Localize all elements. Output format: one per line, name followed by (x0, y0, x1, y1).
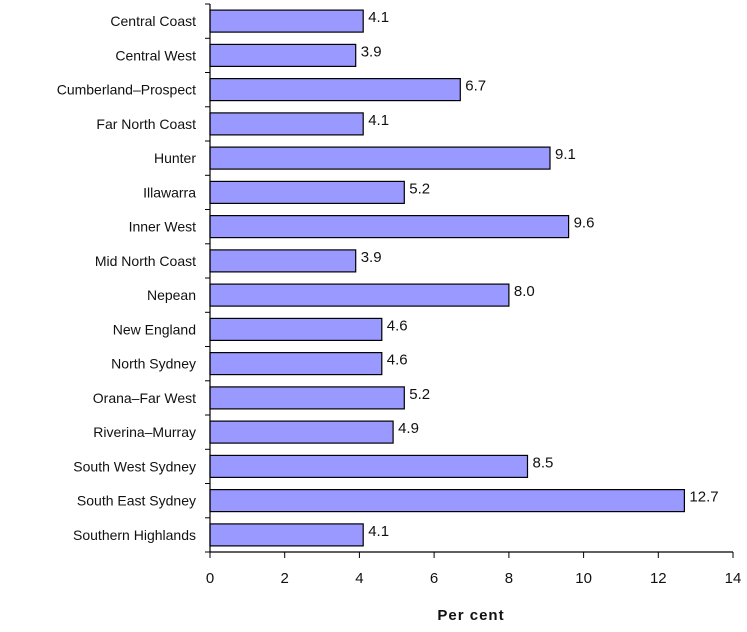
category-label: South East Sydney (77, 493, 196, 509)
value-label: 9.6 (574, 215, 595, 232)
category-label: New England (113, 321, 196, 337)
bar (209, 112, 364, 136)
value-label: 3.9 (361, 43, 382, 60)
category-label: North Sydney (111, 356, 196, 372)
x-tick-label: 14 (725, 570, 742, 587)
value-label: 4.1 (368, 112, 389, 129)
value-label: 4.6 (387, 317, 408, 334)
x-tick-label: 8 (505, 570, 513, 587)
bar (209, 352, 383, 376)
value-label: 4.9 (398, 420, 419, 437)
bar (209, 523, 364, 547)
value-label: 4.1 (368, 523, 389, 540)
bar (209, 420, 394, 444)
category-label: Hunter (154, 150, 196, 166)
bar (209, 317, 383, 341)
value-label: 12.7 (689, 489, 718, 506)
value-label: 4.6 (387, 352, 408, 369)
category-label: Southern Highlands (73, 527, 196, 543)
x-axis-title: Per cent (437, 607, 504, 624)
bar (209, 283, 510, 307)
value-label: 9.1 (555, 146, 576, 163)
bar (209, 77, 461, 102)
value-label: 6.7 (465, 78, 486, 95)
value-label: 5.2 (409, 386, 430, 403)
category-label: Central West (115, 47, 196, 63)
category-label: Cumberland–Prospect (57, 82, 196, 98)
category-label: Orana–Far West (93, 390, 196, 406)
category-label: Nepean (147, 287, 196, 303)
x-tick-label: 2 (281, 570, 289, 587)
x-tick-label: 10 (575, 570, 592, 587)
bar (209, 249, 357, 273)
axes-layer: 0 2 4 6 8 10 12 14 (205, 3, 742, 587)
value-label: 8.5 (533, 454, 554, 471)
bar (209, 180, 405, 204)
x-tick-label: 12 (650, 570, 667, 587)
bar (209, 454, 529, 478)
x-tick-label: 6 (430, 570, 438, 587)
x-tick-label: 0 (206, 570, 214, 587)
category-label: South West Sydney (73, 458, 196, 474)
bar (209, 146, 551, 170)
value-label: 3.9 (361, 249, 382, 266)
bar (209, 386, 405, 410)
x-tick-label: 4 (355, 570, 363, 587)
category-label: Riverina–Murray (93, 424, 196, 440)
value-label: 5.2 (409, 180, 430, 197)
category-label: Central Coast (110, 13, 196, 29)
category-label: Inner West (129, 219, 197, 235)
category-label: Illawarra (143, 184, 196, 200)
bar (209, 215, 570, 239)
bar (209, 43, 357, 68)
category-label: Far North Coast (96, 116, 196, 132)
bars-layer: Central Coast 4.1 Central West 3.9 Cumberlan… (57, 9, 719, 547)
bar (209, 9, 364, 33)
category-label: Mid North Coast (95, 253, 196, 269)
bar (209, 489, 685, 513)
value-label: 8.0 (514, 283, 535, 300)
value-label: 4.1 (368, 9, 389, 26)
